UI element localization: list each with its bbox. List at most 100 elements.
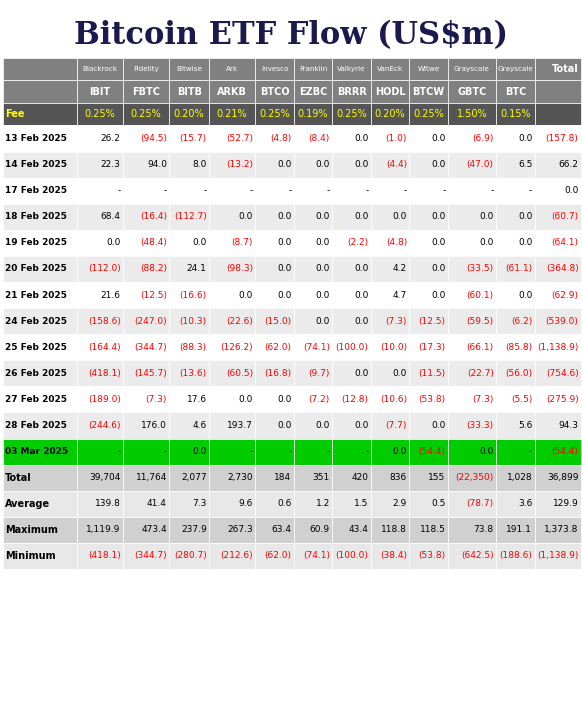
Text: (7.3): (7.3)	[146, 395, 167, 404]
Text: Grayscale: Grayscale	[454, 66, 490, 72]
Text: (15.7): (15.7)	[180, 134, 207, 143]
Text: 139.8: 139.8	[95, 499, 120, 508]
Text: -: -	[365, 186, 368, 195]
FancyBboxPatch shape	[294, 204, 332, 230]
FancyBboxPatch shape	[332, 103, 371, 125]
Text: (5.5): (5.5)	[511, 395, 533, 404]
FancyBboxPatch shape	[169, 308, 209, 334]
Text: (164.4): (164.4)	[88, 343, 120, 352]
FancyBboxPatch shape	[3, 412, 77, 439]
Text: 0.0: 0.0	[431, 212, 446, 221]
Text: Valkyrie: Valkyrie	[338, 66, 366, 72]
FancyBboxPatch shape	[255, 230, 294, 256]
Text: 0.0: 0.0	[239, 290, 253, 300]
FancyBboxPatch shape	[123, 204, 169, 230]
Text: 0.0: 0.0	[518, 212, 533, 221]
FancyBboxPatch shape	[332, 58, 371, 80]
Text: 351: 351	[313, 473, 330, 482]
Text: (158.6): (158.6)	[88, 317, 120, 326]
Text: (126.2): (126.2)	[221, 343, 253, 352]
Text: (112.0): (112.0)	[88, 264, 120, 274]
FancyBboxPatch shape	[209, 204, 255, 230]
FancyBboxPatch shape	[209, 282, 255, 308]
FancyBboxPatch shape	[448, 58, 496, 80]
FancyBboxPatch shape	[496, 204, 535, 230]
Text: (7.7): (7.7)	[386, 421, 407, 430]
FancyBboxPatch shape	[409, 256, 448, 282]
Text: (280.7): (280.7)	[174, 551, 207, 560]
FancyBboxPatch shape	[535, 256, 581, 282]
Text: 0.0: 0.0	[431, 421, 446, 430]
Text: HODL: HODL	[375, 87, 406, 97]
Text: 1.5: 1.5	[354, 499, 368, 508]
Text: 0.0: 0.0	[277, 290, 292, 300]
FancyBboxPatch shape	[3, 360, 77, 386]
FancyBboxPatch shape	[3, 178, 77, 204]
Text: (88.3): (88.3)	[180, 343, 207, 352]
Text: -: -	[327, 186, 330, 195]
FancyBboxPatch shape	[255, 360, 294, 386]
Text: 0.25%: 0.25%	[259, 109, 290, 119]
Text: (364.8): (364.8)	[546, 264, 579, 274]
Text: (38.4): (38.4)	[380, 551, 407, 560]
Text: 03 Mar 2025: 03 Mar 2025	[5, 447, 68, 456]
FancyBboxPatch shape	[169, 230, 209, 256]
Text: BTCW: BTCW	[413, 87, 445, 97]
Text: 21 Feb 2025: 21 Feb 2025	[5, 290, 67, 300]
FancyBboxPatch shape	[535, 491, 581, 517]
Text: 420: 420	[352, 473, 368, 482]
Text: (344.7): (344.7)	[134, 343, 167, 352]
FancyBboxPatch shape	[123, 412, 169, 439]
FancyBboxPatch shape	[77, 256, 123, 282]
FancyBboxPatch shape	[255, 58, 294, 80]
Text: (78.7): (78.7)	[467, 499, 494, 508]
FancyBboxPatch shape	[332, 517, 371, 543]
FancyBboxPatch shape	[332, 334, 371, 360]
Text: (94.5): (94.5)	[140, 134, 167, 143]
Text: 0.20%: 0.20%	[375, 109, 406, 119]
FancyBboxPatch shape	[409, 103, 448, 125]
FancyBboxPatch shape	[332, 204, 371, 230]
FancyBboxPatch shape	[535, 517, 581, 543]
FancyBboxPatch shape	[371, 517, 409, 543]
Text: (16.6): (16.6)	[180, 290, 207, 300]
Text: 39,704: 39,704	[89, 473, 120, 482]
FancyBboxPatch shape	[169, 178, 209, 204]
Text: -: -	[118, 186, 120, 195]
FancyBboxPatch shape	[496, 125, 535, 152]
Text: (4.8): (4.8)	[386, 238, 407, 247]
Text: 17 Feb 2025: 17 Feb 2025	[5, 186, 68, 195]
FancyBboxPatch shape	[77, 80, 123, 103]
FancyBboxPatch shape	[535, 125, 581, 152]
FancyBboxPatch shape	[123, 58, 169, 80]
FancyBboxPatch shape	[209, 517, 255, 543]
FancyBboxPatch shape	[371, 152, 409, 178]
Text: (11.5): (11.5)	[418, 369, 446, 378]
FancyBboxPatch shape	[448, 103, 496, 125]
FancyBboxPatch shape	[294, 80, 332, 103]
Text: Bitcoin ETF Flow (US$m): Bitcoin ETF Flow (US$m)	[74, 20, 508, 51]
FancyBboxPatch shape	[169, 360, 209, 386]
Text: 0.0: 0.0	[192, 238, 207, 247]
Text: (8.4): (8.4)	[308, 134, 330, 143]
FancyBboxPatch shape	[209, 125, 255, 152]
FancyBboxPatch shape	[409, 152, 448, 178]
Text: (54.4): (54.4)	[418, 447, 446, 456]
FancyBboxPatch shape	[496, 152, 535, 178]
FancyBboxPatch shape	[3, 152, 77, 178]
Text: -: -	[491, 186, 494, 195]
Text: 0.15%: 0.15%	[500, 109, 531, 119]
Text: 0.0: 0.0	[354, 264, 368, 274]
FancyBboxPatch shape	[123, 178, 169, 204]
Text: (16.8): (16.8)	[264, 369, 292, 378]
Text: (12.5): (12.5)	[418, 317, 446, 326]
Text: 73.8: 73.8	[474, 525, 494, 534]
FancyBboxPatch shape	[169, 125, 209, 152]
FancyBboxPatch shape	[409, 412, 448, 439]
Text: (539.0): (539.0)	[546, 317, 579, 326]
Text: (754.6): (754.6)	[546, 369, 579, 378]
Text: 0.0: 0.0	[277, 395, 292, 404]
Text: 0.0: 0.0	[315, 264, 330, 274]
FancyBboxPatch shape	[3, 439, 77, 465]
FancyBboxPatch shape	[409, 80, 448, 103]
